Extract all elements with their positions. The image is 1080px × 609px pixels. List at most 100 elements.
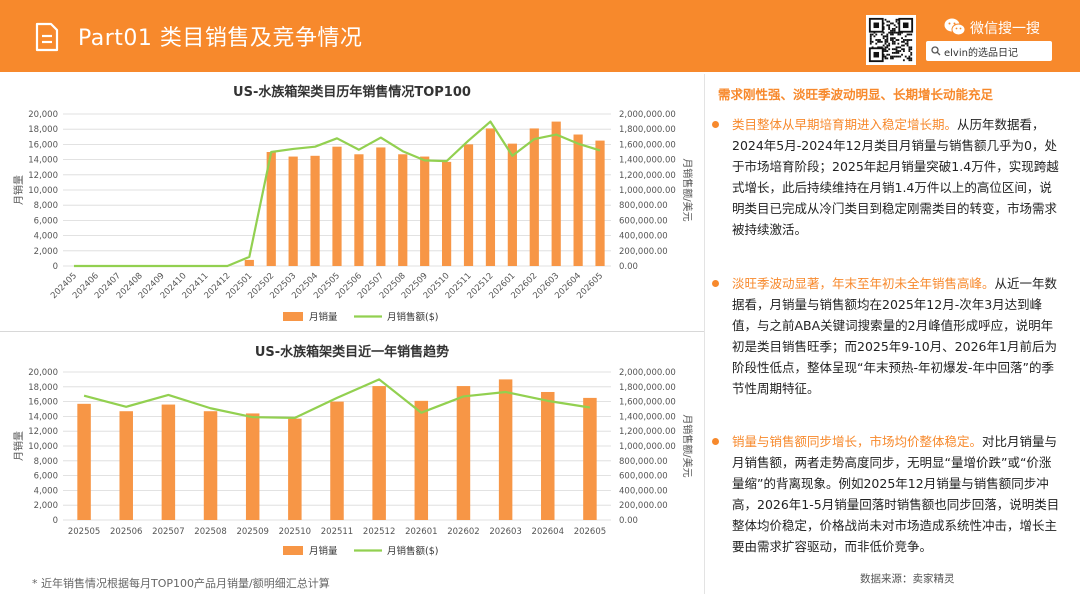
header-bar: Part01 类目销售及竞争情况 微信搜一搜 elvin的选品日记 <box>0 0 1080 72</box>
bar <box>372 386 386 520</box>
y2-tick-label: 600,000.00 <box>619 216 668 226</box>
bar <box>376 147 386 266</box>
x-tick-label: 202512 <box>363 527 395 537</box>
y2-axis-label: 月销售额/美元 <box>681 414 694 477</box>
search-text: elvin的选品日记 <box>944 48 1018 59</box>
y-tick-label: 16,000 <box>28 398 58 408</box>
bar <box>330 401 344 520</box>
bar <box>203 411 218 520</box>
search-input[interactable]: elvin的选品日记 <box>926 41 1052 61</box>
y2-tick-label: 1,000,000.00 <box>619 186 676 196</box>
point-body: 从历年数据看，2024年5月-2024年12月类目月销量与销售额几乎为0，处于市… <box>732 117 1059 237</box>
bar <box>332 146 342 266</box>
footnote: * 近年销售情况根据每月TOP100产品月销量/额明细汇总计算 <box>32 577 330 590</box>
chart-title: US-水族箱架类目近一年销售趋势 <box>255 344 449 360</box>
y-tick-label: 4,000 <box>34 232 58 242</box>
y2-tick-label: 1,200,000.00 <box>619 171 676 181</box>
bullet-icon <box>712 438 719 445</box>
bar <box>456 386 471 520</box>
bar <box>161 404 176 520</box>
y-tick-label: 14,000 <box>28 412 58 422</box>
bar <box>529 128 539 266</box>
y2-tick-label: 1,600,000.00 <box>619 140 676 150</box>
search-icon <box>931 46 941 56</box>
y2-tick-label: 1,200,000.00 <box>619 427 676 437</box>
y2-tick-label: 0.00 <box>619 262 638 272</box>
y2-tick-label: 200,000.00 <box>619 247 668 257</box>
bar <box>245 413 260 520</box>
y-tick-label: 14,000 <box>28 156 58 166</box>
data-source: 数据来源：卖家精灵 <box>860 573 955 585</box>
bullet-icon <box>712 280 719 287</box>
bar <box>119 411 133 520</box>
bar <box>354 154 364 266</box>
y-tick-label: 0 <box>53 262 58 272</box>
charts-svg: US-水族箱架类目历年销售情况TOP100 0 2,000 4,000 6,000 8,0… <box>12 84 694 557</box>
y2-tick-label: 0.00 <box>619 516 638 526</box>
bar <box>463 144 474 266</box>
sales-line <box>73 120 601 268</box>
x-tick-label: 202508 <box>194 527 226 537</box>
bar <box>310 155 320 266</box>
charts-panel: US-水族箱架类目历年销售情况TOP100 0 2,000 4,000 6,000 8,0… <box>0 74 704 609</box>
y-tick-label: 4,000 <box>34 486 58 496</box>
y2-tick-label: 200,000.00 <box>619 501 668 511</box>
x-tick-label: 202601 <box>405 527 437 537</box>
bar <box>573 134 583 266</box>
y-tick-label: 12,000 <box>28 171 58 181</box>
y-tick-label: 12,000 <box>28 427 58 437</box>
bar <box>288 418 302 520</box>
y2-tick-label: 800,000.00 <box>619 201 668 211</box>
bar <box>244 259 254 266</box>
y2-tick-label: 800,000.00 <box>619 457 668 467</box>
y2-tick-label: 2,000,000.00 <box>619 368 676 378</box>
y-tick-label: 6,000 <box>34 472 58 482</box>
bar <box>485 128 496 266</box>
y-axis-label: 月销量 <box>12 431 25 461</box>
y2-tick-label: 600,000.00 <box>619 472 668 482</box>
bullet-icon <box>712 121 719 128</box>
analysis-point-1: 类目整体从早期培育期进入稳定增长期。从历年数据看，2024年5月-2024年12… <box>712 114 1062 240</box>
y-tick-label: 2,000 <box>34 247 58 257</box>
legend-bar-label: 月销量 <box>309 545 338 557</box>
bar <box>595 140 605 266</box>
y2-tick-label: 1,000,000.00 <box>619 442 676 452</box>
y2-tick-label: 2,000,000.00 <box>619 110 676 120</box>
point-body: 对比月销量与月销售额，两者走势高度同步，无明显“量增价跌”或“价涨量缩”的背离现… <box>732 434 1060 554</box>
bar <box>414 400 429 520</box>
y2-tick-label: 1,400,000.00 <box>619 156 676 166</box>
y2-tick-label: 1,600,000.00 <box>619 398 676 408</box>
legend-line-label: 月销售额($) <box>387 311 438 323</box>
y2-tick-label: 1,400,000.00 <box>619 412 676 422</box>
chart-divider <box>0 331 704 332</box>
qr-code-icon <box>866 15 916 65</box>
point-lead: 淡旺季波动显著，年末至年初未全年销售高峰。 <box>732 276 995 291</box>
x-tick-label: 202602 <box>447 527 479 537</box>
y-tick-label: 10,000 <box>28 442 58 452</box>
document-icon <box>35 22 59 52</box>
y2-tick-label: 400,000.00 <box>619 486 668 496</box>
y-tick-label: 8,000 <box>34 457 58 467</box>
y-tick-label: 0 <box>53 516 58 526</box>
bar <box>441 161 452 266</box>
legend-bar-swatch <box>283 312 303 321</box>
y2-tick-label: 1,800,000.00 <box>619 125 676 135</box>
legend-line-label: 月销售额($) <box>387 545 438 557</box>
bar <box>498 379 513 520</box>
bar <box>541 391 555 520</box>
chart-title: US-水族箱架类目历年销售情况TOP100 <box>233 84 471 100</box>
x-tick-label: 202507 <box>152 527 184 537</box>
point-body: 从近一年数据看，月销量与销售额均在2025年12月-次年3月达到峰值，与之前AB… <box>732 276 1058 396</box>
legend-bar-label: 月销量 <box>309 311 338 323</box>
y2-axis-label: 月销售额/美元 <box>681 158 694 221</box>
wechat-search[interactable]: 微信搜一搜 <box>944 17 1054 39</box>
y-tick-label: 2,000 <box>34 501 58 511</box>
page-title: Part01 类目销售及竞争情况 <box>78 26 363 51</box>
bar <box>551 121 561 266</box>
y2-tick-label: 400,000.00 <box>619 232 668 242</box>
bar <box>77 403 91 520</box>
x-tick-label: 202511 <box>321 527 353 537</box>
y-tick-label: 8,000 <box>34 201 58 211</box>
y-tick-label: 18,000 <box>28 383 58 393</box>
bar <box>583 397 597 520</box>
